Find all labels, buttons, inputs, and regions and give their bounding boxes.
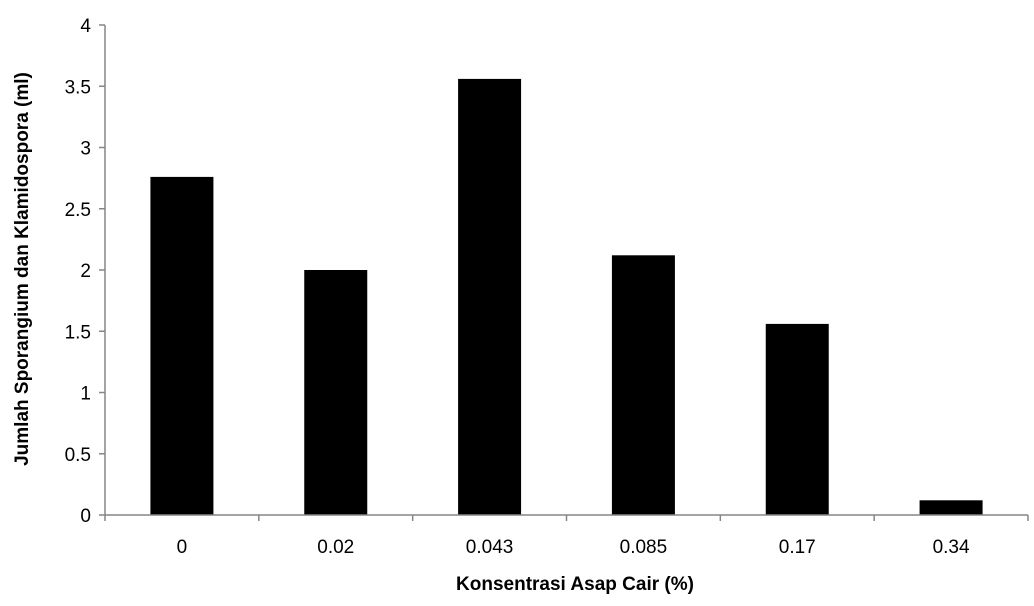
y-tick-label: 2 bbox=[80, 261, 91, 282]
bar-0.17 bbox=[765, 323, 829, 515]
y-tick-label: 1 bbox=[80, 384, 91, 405]
y-tick-label: 0 bbox=[80, 506, 91, 527]
y-tick-label: 1.5 bbox=[65, 322, 91, 343]
x-tick-labels: 0 0.02 0.043 0.085 0.17 0.34 bbox=[177, 537, 970, 558]
y-tick-labels: 0 0.5 1 1.5 2 2.5 3 3.5 4 bbox=[65, 16, 92, 527]
x-tick-label: 0.17 bbox=[779, 537, 816, 558]
y-tick-label: 3.5 bbox=[65, 77, 91, 98]
y-tick-label: 4 bbox=[80, 16, 91, 37]
bar-0.043 bbox=[458, 78, 522, 516]
bar-0.34 bbox=[919, 500, 983, 515]
bar-0.02 bbox=[304, 270, 368, 515]
bar-0.085 bbox=[611, 255, 675, 516]
x-axis-title: Konsentrasi Asap Cair (%) bbox=[456, 574, 694, 595]
y-tick-label: 2.5 bbox=[65, 200, 91, 221]
x-tick-label: 0.34 bbox=[933, 537, 970, 558]
x-tick-label: 0.02 bbox=[317, 537, 354, 558]
y-tick-label: 3 bbox=[80, 139, 91, 160]
x-tick-label: 0 bbox=[177, 537, 188, 558]
x-tick-label: 0.085 bbox=[620, 537, 668, 558]
bar-0 bbox=[150, 176, 214, 515]
bars-group bbox=[150, 78, 983, 516]
y-axis-title: Jumlah Sporangium dan Klamidospora (ml) bbox=[12, 72, 33, 466]
x-tick-label: 0.043 bbox=[466, 537, 514, 558]
axes-group bbox=[99, 24, 1029, 521]
y-tick-label: 0.5 bbox=[65, 445, 91, 466]
